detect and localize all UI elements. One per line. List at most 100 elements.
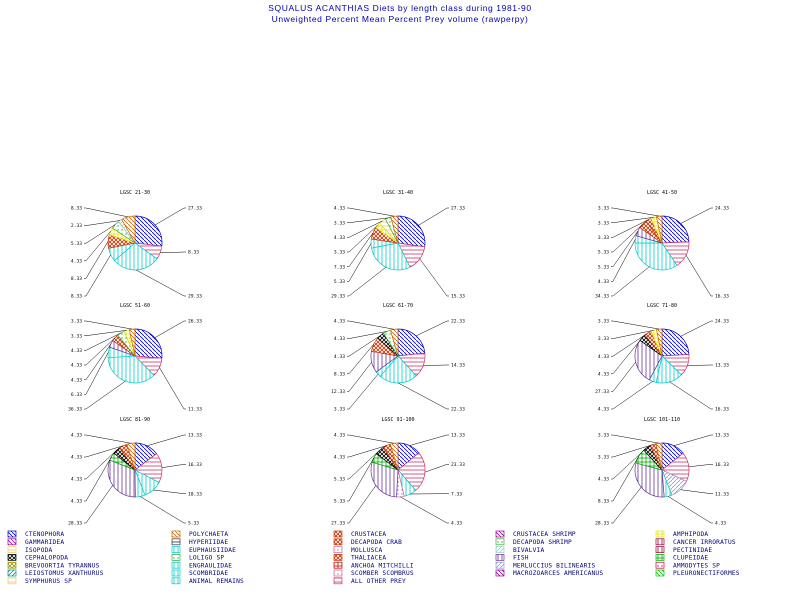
data-label: 8.33 bbox=[71, 276, 82, 282]
legend-swatch bbox=[333, 561, 343, 569]
leader-line bbox=[347, 335, 381, 357]
data-label: 4.33 bbox=[71, 377, 82, 383]
pie-slice-animal-remains bbox=[107, 355, 155, 384]
legend-swatch bbox=[655, 538, 665, 546]
data-label: 3.33 bbox=[71, 333, 82, 339]
legend-label: LEIOSTOMUS XANTHURUS bbox=[25, 570, 104, 577]
legend-swatch bbox=[655, 561, 665, 569]
data-label: 34.33 bbox=[595, 294, 609, 300]
legend-item-leiostomus-xanthurus: LEIOSTOMUS XANTHURUS bbox=[7, 569, 104, 577]
legend-label: GAMMARIDEA bbox=[25, 539, 64, 546]
data-label: 5.33 bbox=[334, 279, 345, 285]
legend-swatch bbox=[171, 577, 181, 585]
leader-line bbox=[418, 207, 449, 226]
pie-chart: LGSC 21-30 27.33 8.33 29.33 8.33 2.33 5.33 4.33… bbox=[71, 190, 202, 300]
data-label: 4.33 bbox=[71, 348, 82, 354]
leader-line bbox=[347, 243, 372, 282]
legend-swatch bbox=[495, 546, 505, 553]
data-label: 5.33 bbox=[334, 499, 345, 505]
legend-item-loligo-sp: LOLIGO SP bbox=[171, 554, 224, 562]
legend-swatch bbox=[171, 569, 181, 577]
leader-line bbox=[347, 361, 372, 392]
legend-label: ANIMAL REMAINS bbox=[189, 578, 244, 585]
leader-line bbox=[347, 331, 387, 339]
leader-line bbox=[84, 380, 126, 410]
data-label: 4.33 bbox=[71, 433, 82, 439]
data-label: 4.33 bbox=[598, 371, 609, 377]
legend-item-brevoortia-tyrannus: BREVOORTIA TYRANNUS bbox=[7, 561, 99, 569]
data-label: 4.33 bbox=[334, 235, 345, 241]
leader-line bbox=[611, 447, 647, 480]
legend-label: FISH bbox=[513, 555, 529, 562]
legend-swatch bbox=[333, 546, 343, 553]
data-label: 13.33 bbox=[715, 363, 729, 369]
leader-line bbox=[347, 485, 377, 524]
data-label: 27.33 bbox=[331, 521, 345, 527]
leader-line bbox=[347, 217, 389, 223]
legend-label: ALL OTHER PREY bbox=[351, 578, 406, 585]
chart-subtitle: Unweighted Percent Mean Percent Prey vol… bbox=[271, 14, 529, 24]
data-label: 16.33 bbox=[715, 462, 729, 468]
legend-swatch bbox=[333, 577, 343, 585]
data-label: 24.33 bbox=[715, 319, 729, 325]
pie-title: LGSC 81-90 bbox=[120, 417, 150, 423]
leader-line bbox=[409, 434, 449, 446]
data-label: 6.33 bbox=[71, 392, 82, 398]
pie-chart: LGSC 81-90 13.33 16.33 10.33 5.33 4.33 4.33 4.3… bbox=[68, 417, 202, 527]
leader-line bbox=[611, 455, 640, 502]
legend-swatch bbox=[7, 569, 17, 577]
leader-line bbox=[154, 207, 186, 226]
legend-item-animal-remains: ANIMAL REMAINS bbox=[171, 577, 244, 585]
data-label: 13.33 bbox=[188, 433, 202, 439]
pie-title: LGSC 61-70 bbox=[383, 303, 413, 309]
data-label: 8.33 bbox=[188, 250, 199, 256]
pie-slice-ctenophora bbox=[397, 328, 426, 357]
data-label: 4.33 bbox=[71, 455, 82, 461]
legend-label: MERLUCCIUS BILINEARIS bbox=[513, 562, 596, 569]
leader-line bbox=[84, 220, 121, 226]
legend-item-all-other-prey: ALL OTHER PREY bbox=[333, 577, 406, 585]
data-label: 3.33 bbox=[71, 319, 82, 325]
legend-item-engraulidae: ENGRAULIDAE bbox=[171, 561, 232, 569]
legend-item-scomber-scombrus: SCOMBER SCOMBRUS bbox=[333, 569, 414, 577]
leader-line bbox=[347, 267, 387, 297]
pie-slice-polychaeta bbox=[389, 442, 399, 471]
leader-line bbox=[84, 231, 111, 262]
pie-title: LGSC 71-80 bbox=[647, 303, 677, 309]
leader-line bbox=[84, 456, 112, 502]
data-label: 8.33 bbox=[71, 206, 82, 212]
pie-chart: LGSC 61-70 22.33 14.33 22.33 4.33 4.33 4.33 8.3… bbox=[331, 303, 465, 413]
legend-item-clupeidae: CLUPEIDAE bbox=[655, 554, 708, 562]
data-label: 8.33 bbox=[598, 499, 609, 505]
leader-line bbox=[84, 434, 132, 444]
data-label: 3.33 bbox=[334, 407, 345, 413]
leader-line bbox=[347, 220, 383, 238]
legend-swatch bbox=[655, 530, 665, 538]
leader-line bbox=[84, 337, 116, 366]
data-label: 4.33 bbox=[598, 477, 609, 483]
leader-line bbox=[84, 224, 116, 244]
leader-line bbox=[611, 217, 654, 223]
data-label: 4.33 bbox=[598, 407, 609, 413]
data-label: 4.33 bbox=[598, 354, 609, 360]
legend-item-amphipoda: AMPHIPODA bbox=[655, 530, 708, 538]
data-label: 3.33 bbox=[598, 235, 609, 241]
data-label: 4.33 bbox=[71, 258, 82, 264]
leader-line bbox=[424, 464, 449, 473]
legend-label: SYMPHURUS SP bbox=[25, 578, 72, 585]
leader-line bbox=[84, 352, 109, 395]
legend-item-pectinidae: PECTINIDAE bbox=[655, 546, 712, 554]
data-label: 13.33 bbox=[451, 433, 465, 439]
legend-swatch bbox=[333, 530, 343, 538]
legend-item-macrozoarces-americanus: MACROZOARCES AMERICANUS bbox=[495, 569, 603, 577]
legend-swatch bbox=[333, 554, 343, 561]
legend-label: SCOMBRIDAE bbox=[189, 570, 228, 577]
leader-line bbox=[611, 223, 643, 253]
data-label: 5.33 bbox=[598, 250, 609, 256]
leader-line bbox=[669, 381, 713, 410]
data-label: 4.33 bbox=[715, 521, 726, 527]
leader-line bbox=[673, 434, 713, 446]
data-label: 23.33 bbox=[451, 462, 465, 468]
leader-line bbox=[84, 450, 117, 480]
leader-line bbox=[687, 364, 713, 366]
